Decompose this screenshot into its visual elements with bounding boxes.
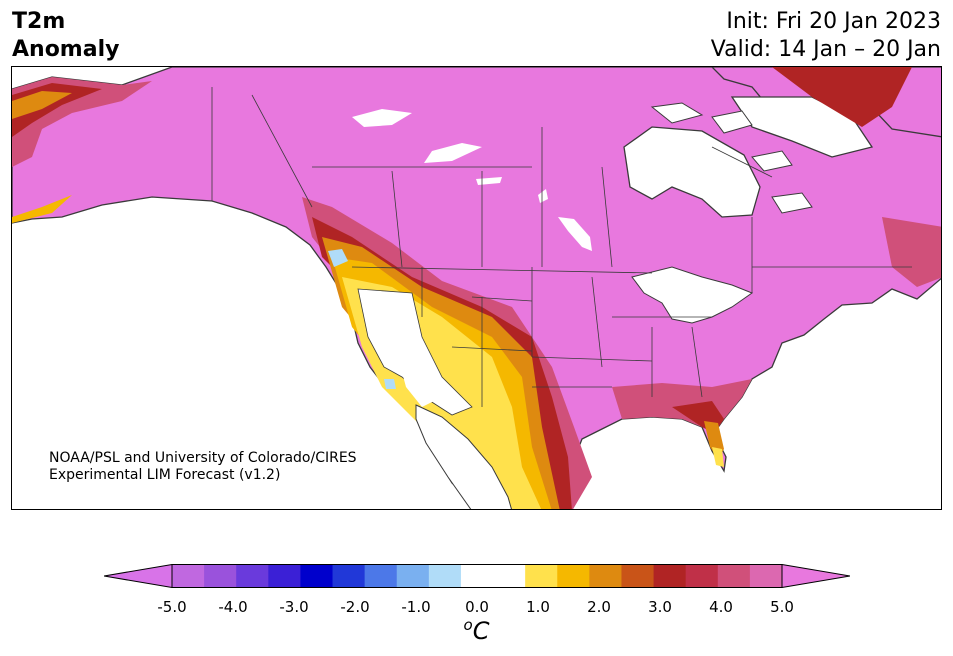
colorbar-swatch [172,564,205,588]
colorbar-swatch [653,564,687,588]
labrador-warm [882,217,941,287]
colorbar-swatch [460,564,494,588]
forecast-credit: NOAA/PSL and University of Colorado/CIRE… [49,450,357,484]
colorbar-over-arrow [781,564,850,588]
colorbar-tick-label: 0.0 [465,598,489,616]
mexico-neutral [415,404,512,509]
unit-celsius: C [472,617,490,645]
colorbar-tick-label: 3.0 [648,598,672,616]
title-variable: T2m [12,9,66,34]
northeast-warm [772,67,912,127]
colorbar-tick-label: 5.0 [770,598,794,616]
political-boundaries [211,87,912,407]
cool-spot-wa [328,249,348,267]
colorbar-swatch [589,564,622,588]
colorbar-swatch [364,564,398,588]
lake-winnipeg [558,217,592,251]
arctic-islands [650,102,813,214]
init-date: Init: Fri 20 Jan 2023 [726,9,941,34]
title-field: Anomaly [12,37,120,62]
colorbar-tick-label: -2.0 [340,598,370,616]
valid-range: Valid: 14 Jan – 20 Jan [710,37,941,62]
colorbar-swatch [749,564,783,588]
colorbar-tick-label: -4.0 [218,598,248,616]
great-slave-lake [424,143,482,163]
colorbar-frame [171,564,783,588]
colorbar-tick-label: -1.0 [401,598,431,616]
colorbar-swatch [621,564,655,588]
alaska-orange-band [12,91,72,119]
colorbar-swatch [300,564,334,588]
reindeer-lake [538,189,548,203]
colorbar-swatch [493,564,526,588]
colorbar-under-arrow [104,564,173,588]
colorbar-tick-label: -5.0 [157,598,187,616]
alaska-south-coast [12,195,72,223]
hudson-bay [623,126,761,218]
colorbar-unit: oC [0,616,953,645]
cool-spot-ca [384,379,396,389]
colorbar-swatch [685,564,719,588]
nevada-light [392,327,442,407]
forecast-dates: Init: Fri 20 Jan 2023 Valid: 14 Jan – 20… [711,8,941,64]
great-lakes [631,266,754,324]
colorbar-swatch [236,564,269,588]
credit-line-1: NOAA/PSL and University of Colorado/CIRE… [49,450,357,466]
colorbar-swatch [525,564,558,588]
credit-line-2: Experimental LIM Forecast (v1.2) [49,467,281,483]
map-canvas [12,67,941,509]
colorbar-swatch [557,564,590,588]
colorbar-ticks: -5.0 -4.0 -3.0 -2.0 -1.0 0.0 1.0 2.0 3.0 4.0 5.0 [0,598,953,618]
florida-yellow [712,447,724,467]
colorbar-swatch [717,564,751,588]
colorbar-tick-label: 4.0 [709,598,733,616]
colorbar-tick-label: -3.0 [279,598,309,616]
great-bear-lake [352,109,412,127]
colorbar-swatch [204,564,237,588]
colorbar-swatch [428,564,462,588]
colorbar [104,564,850,588]
anomaly-map [11,66,942,510]
athabasca-lake [476,177,502,185]
colorbar-tick-label: 2.0 [587,598,611,616]
map-title: T2m Anomaly [12,8,119,64]
colorbar-swatch [332,564,366,588]
colorbar-tick-label: 1.0 [526,598,550,616]
colorbar-swatch [268,564,301,588]
unit-degree: o [463,616,473,634]
gulf-of-mexico [592,437,712,509]
colorbar-swatch [396,564,430,588]
